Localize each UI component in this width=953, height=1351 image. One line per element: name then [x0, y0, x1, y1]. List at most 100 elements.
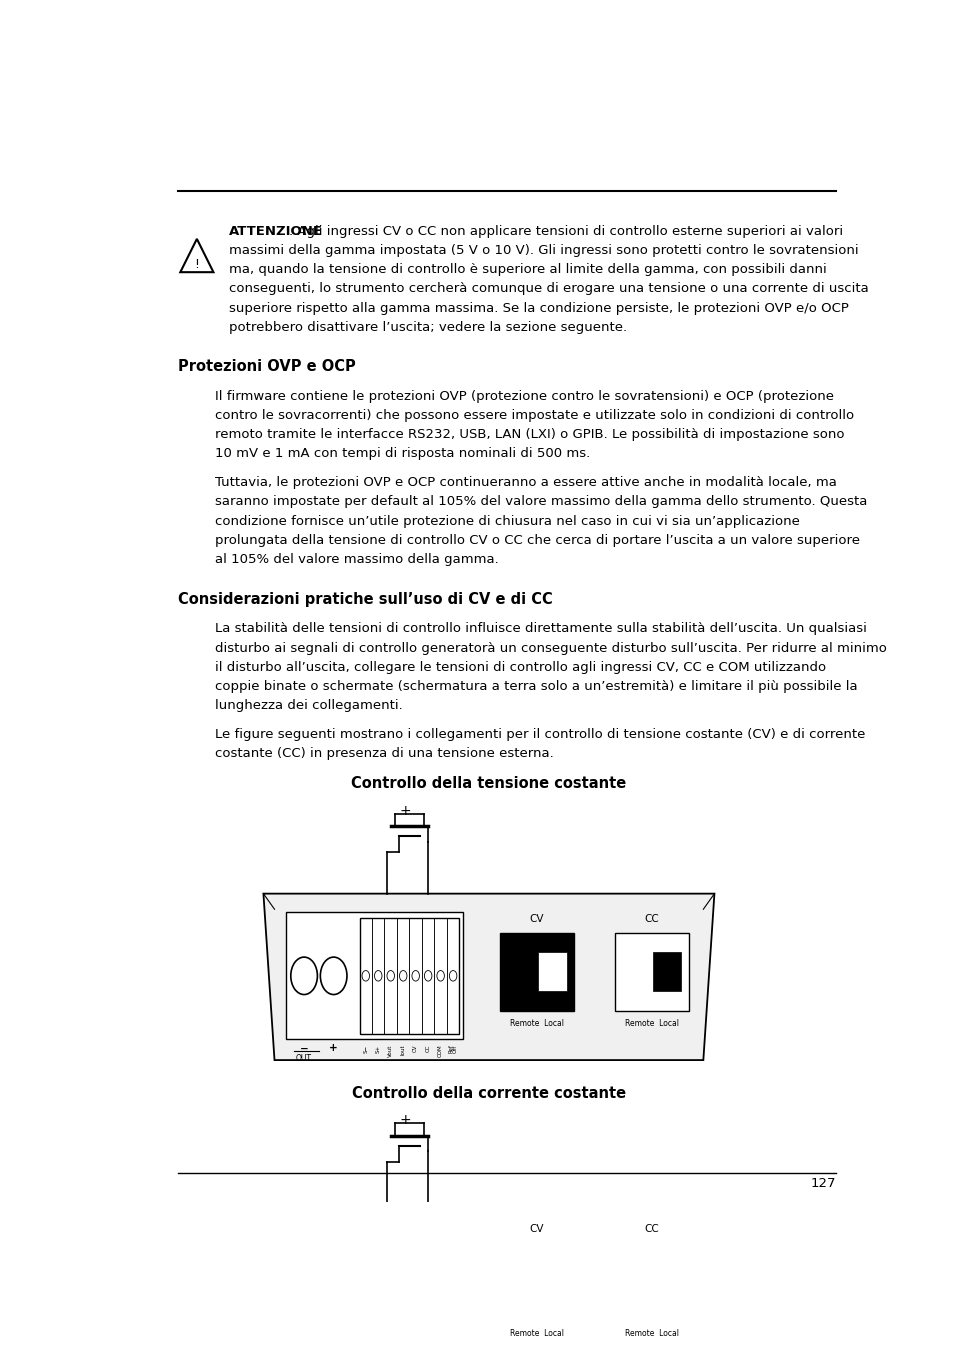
Circle shape [449, 1281, 456, 1290]
Bar [446, 917, 459, 1034]
Circle shape [399, 1281, 407, 1290]
Bar [537, 952, 566, 992]
Polygon shape [263, 893, 714, 1061]
Text: +: + [329, 1043, 337, 1054]
Circle shape [424, 970, 432, 981]
Text: condizione fornisce un’utile protezione di chiusura nel caso in cui vi sia un’ap: condizione fornisce un’utile protezione … [215, 515, 800, 528]
Bar [372, 1227, 384, 1344]
Text: al 105% del valore massimo della gamma.: al 105% del valore massimo della gamma. [215, 553, 498, 566]
Text: . Agli ingressi CV o CC non applicare tensioni di controllo esterne superiori ai: . Agli ingressi CV o CC non applicare te… [289, 224, 842, 238]
Bar [372, 917, 384, 1034]
Polygon shape [263, 1204, 714, 1351]
Bar [421, 1227, 434, 1344]
Text: lunghezza dei collegamenti.: lunghezza dei collegamenti. [215, 700, 403, 712]
Circle shape [291, 1267, 317, 1304]
Text: OUT: OUT [295, 1054, 312, 1063]
Bar [359, 917, 459, 1034]
Bar [359, 1227, 372, 1344]
Bar [409, 1227, 421, 1344]
Text: Remote  Local: Remote Local [624, 1019, 678, 1028]
Bar [537, 1262, 566, 1301]
Text: −: − [299, 1043, 308, 1054]
Text: Protezioni OVP e OCP: Protezioni OVP e OCP [178, 359, 355, 374]
Bar [614, 932, 688, 1011]
Text: CV: CV [529, 915, 543, 924]
Bar [396, 1227, 409, 1344]
Circle shape [424, 1281, 432, 1290]
Text: Il firmware contiene le protezioni OVP (protezione contro le sovratensioni) e OC: Il firmware contiene le protezioni OVP (… [215, 389, 834, 403]
Text: coppie binate o schermate (schermatura a terra solo a un’estremità) e limitare i: coppie binate o schermate (schermatura a… [215, 680, 857, 693]
Circle shape [412, 1281, 419, 1290]
Bar [384, 1227, 396, 1344]
Text: !: ! [194, 258, 199, 270]
Text: Remote  Local: Remote Local [624, 1329, 678, 1337]
Text: Iout: Iout [400, 1044, 405, 1055]
Circle shape [412, 970, 419, 981]
Circle shape [291, 957, 317, 994]
Circle shape [387, 970, 394, 981]
Text: costante (CC) in presenza di una tensione esterna.: costante (CC) in presenza di una tension… [215, 747, 554, 761]
Text: potrebbero disattivare l’uscita; vedere la sezione seguente.: potrebbero disattivare l’uscita; vedere … [229, 320, 626, 334]
Text: ma, quando la tensione di controllo è superiore al limite della gamma, con possi: ma, quando la tensione di controllo è su… [229, 263, 825, 276]
Text: saranno impostate per default al 105% del valore massimo della gamma dello strum: saranno impostate per default al 105% de… [215, 496, 867, 508]
Circle shape [387, 1281, 394, 1290]
Bar [409, 917, 421, 1034]
Bar [499, 932, 574, 1011]
Text: S−: S− [363, 1044, 368, 1052]
Text: Controllo della tensione costante: Controllo della tensione costante [351, 777, 626, 792]
Circle shape [449, 970, 456, 981]
Circle shape [320, 957, 347, 994]
Text: Considerazioni pratiche sull’uso di CV e di CC: Considerazioni pratiche sull’uso di CV e… [178, 592, 553, 607]
Text: Controllo della corrente costante: Controllo della corrente costante [352, 1086, 625, 1101]
Text: 127: 127 [810, 1177, 836, 1190]
Text: Le figure seguenti mostrano i collegamenti per il controllo di tensione costante: Le figure seguenti mostrano i collegamen… [215, 728, 864, 742]
Text: Tuttavia, le protezioni OVP e OCP continueranno a essere attive anche in modalit: Tuttavia, le protezioni OVP e OCP contin… [215, 476, 837, 489]
Circle shape [436, 970, 444, 981]
Bar [434, 917, 446, 1034]
Bar [285, 912, 462, 1039]
Text: S+: S+ [375, 1044, 380, 1052]
Text: +: + [399, 804, 411, 817]
Circle shape [436, 1281, 444, 1290]
Text: COM: COM [437, 1044, 443, 1056]
Text: massimi della gamma impostata (5 V o 10 V). Gli ingressi sono protetti contro le: massimi della gamma impostata (5 V o 10 … [229, 243, 858, 257]
Text: 10 mV e 1 mA con tempi di risposta nominali di 500 ms.: 10 mV e 1 mA con tempi di risposta nomin… [215, 447, 590, 461]
Text: +: + [399, 1113, 411, 1128]
Text: CC: CC [643, 1224, 659, 1233]
Text: disturbo ai segnali di controllo generatorà un conseguente disturbo sull’uscita.: disturbo ai segnali di controllo generat… [215, 642, 886, 655]
Bar [446, 1227, 459, 1344]
Text: remoto tramite le interfacce RS232, USB, LAN (LXI) o GPIB. Le possibilità di imp: remoto tramite le interfacce RS232, USB,… [215, 428, 844, 440]
Text: CC: CC [643, 915, 659, 924]
Text: contro le sovracorrenti) che possono essere impostate e utilizzate solo in condi: contro le sovracorrenti) che possono ess… [215, 409, 854, 422]
Circle shape [375, 970, 381, 981]
Text: prolungata della tensione di controllo CV o CC che cerca di portare l’uscita a u: prolungata della tensione di controllo C… [215, 534, 860, 547]
Text: conseguenti, lo strumento cercherà comunque di erogare una tensione o una corren: conseguenti, lo strumento cercherà comun… [229, 282, 867, 296]
Circle shape [361, 970, 369, 981]
Circle shape [320, 1267, 347, 1304]
Text: Remote  Local: Remote Local [510, 1329, 563, 1337]
Bar [434, 1227, 446, 1344]
Bar [359, 1227, 459, 1344]
Bar [359, 917, 372, 1034]
Text: CV: CV [413, 1044, 417, 1052]
Bar [653, 952, 680, 992]
Bar [396, 917, 409, 1034]
Bar [499, 1243, 574, 1320]
Circle shape [361, 1281, 369, 1290]
Bar [285, 1223, 462, 1350]
Circle shape [399, 970, 407, 981]
Text: CV: CV [529, 1224, 543, 1233]
Text: Remote  Local: Remote Local [510, 1019, 563, 1028]
Text: il disturbo all’uscita, collegare le tensioni di controllo agli ingressi CV, CC : il disturbo all’uscita, collegare le ten… [215, 661, 825, 674]
Bar [384, 917, 396, 1034]
Bar [614, 1243, 688, 1320]
Text: ATTENZIONE: ATTENZIONE [229, 224, 322, 238]
Bar [653, 1262, 680, 1301]
Text: superiore rispetto alla gamma massima. Se la condizione persiste, le protezioni : superiore rispetto alla gamma massima. S… [229, 301, 847, 315]
Text: Vout: Vout [388, 1044, 393, 1056]
Text: La stabilità delle tensioni di controllo influisce direttamente sulla stabilità : La stabilità delle tensioni di controllo… [215, 623, 866, 635]
Bar [421, 917, 434, 1034]
Text: Ref
Off: Ref Off [448, 1044, 457, 1054]
Circle shape [375, 1281, 381, 1290]
Text: CC: CC [425, 1044, 430, 1052]
